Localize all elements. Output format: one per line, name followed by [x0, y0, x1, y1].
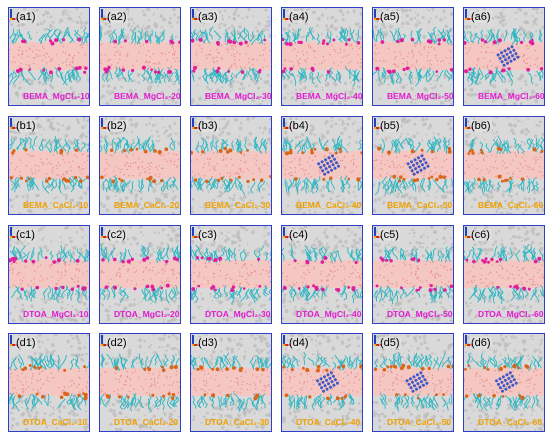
panel-caption: BEMA_MgCl₂-40 — [296, 91, 363, 101]
md-snapshot — [373, 226, 453, 323]
md-snapshot — [373, 117, 453, 214]
simulation-panel: (c2) DTOA_MgCl₂-20 — [99, 225, 181, 324]
panel-label: (d3) — [197, 337, 219, 349]
panel-label: (b4) — [288, 120, 310, 132]
panel-caption: BEMA_CaCl₂-10 — [23, 200, 89, 210]
simulation-panel: (d6) DTOA_CaCl₂-60 — [463, 333, 545, 432]
simulation-panel: (d2) DTOA_CaCl₂-20 — [99, 333, 181, 432]
md-snapshot — [191, 117, 271, 214]
md-snapshot — [282, 117, 362, 214]
panel-caption: DTOA_MgCl₂-30 — [205, 309, 271, 319]
panel-caption: BEMA_MgCl₂-10 — [23, 91, 90, 101]
md-snapshot — [464, 334, 544, 431]
simulation-panel: (b5) BEMA_CaCl₂-50 — [372, 116, 454, 215]
simulation-panel: (b1) BEMA_CaCl₂-10 — [8, 116, 90, 215]
simulation-panel: (b2) BEMA_CaCl₂-20 — [99, 116, 181, 215]
md-snapshot — [282, 8, 362, 105]
panel-label: (c5) — [379, 229, 400, 241]
panel-label: (a6) — [470, 11, 492, 23]
panel-label: (a4) — [288, 11, 310, 23]
panel-caption: DTOA_CaCl₂-30 — [205, 417, 270, 427]
md-snapshot — [100, 117, 180, 214]
md-snapshot — [373, 334, 453, 431]
md-snapshot — [464, 226, 544, 323]
panel-label: (b5) — [379, 120, 401, 132]
panel-caption: BEMA_MgCl₂-60 — [478, 91, 545, 101]
panel-label: (b1) — [15, 120, 37, 132]
simulation-panel: (c5) DTOA_MgCl₂-50 — [372, 225, 454, 324]
panel-label: (c1) — [15, 229, 36, 241]
panel-caption: BEMA_CaCl₂-30 — [205, 200, 271, 210]
simulation-panel: (a6) BEMA_MgCl₂-60 — [463, 7, 545, 106]
panel-label: (d5) — [379, 337, 401, 349]
panel-caption: DTOA_CaCl₂-20 — [114, 417, 179, 427]
panel-label: (c2) — [106, 229, 127, 241]
md-snapshot — [100, 226, 180, 323]
panel-caption: DTOA_CaCl₂-50 — [387, 417, 452, 427]
panel-label: (d4) — [288, 337, 310, 349]
md-snapshot — [100, 334, 180, 431]
md-snapshot — [9, 226, 89, 323]
md-snapshot — [9, 334, 89, 431]
simulation-panel: (b4) BEMA_CaCl₂-40 — [281, 116, 363, 215]
simulation-panel: (d5) DTOA_CaCl₂-50 — [372, 333, 454, 432]
panel-label: (b2) — [106, 120, 128, 132]
md-snapshot — [191, 8, 271, 105]
panel-label: (b3) — [197, 120, 219, 132]
simulation-panel: (a4) BEMA_MgCl₂-40 — [281, 7, 363, 106]
simulation-panel: (c4) DTOA_MgCl₂-40 — [281, 225, 363, 324]
simulation-panel: (a5) BEMA_MgCl₂-50 — [372, 7, 454, 106]
panel-caption: DTOA_MgCl₂-50 — [387, 309, 453, 319]
simulation-panel: (d1) DTOA_CaCl₂-10 — [8, 333, 90, 432]
simulation-panel: (d3) DTOA_CaCl₂-30 — [190, 333, 272, 432]
simulation-panel: (b3) BEMA_CaCl₂-30 — [190, 116, 272, 215]
panel-label: (a5) — [379, 11, 401, 23]
simulation-panel: (a2) BEMA_MgCl₂-20 — [99, 7, 181, 106]
simulation-panel: (c3) DTOA_MgCl₂-30 — [190, 225, 272, 324]
panel-caption: DTOA_CaCl₂-10 — [23, 417, 88, 427]
panel-label: (b6) — [470, 120, 492, 132]
simulation-panel: (d4) DTOA_CaCl₂-40 — [281, 333, 363, 432]
md-snapshot — [464, 8, 544, 105]
md-snapshot — [100, 8, 180, 105]
panel-caption: BEMA_MgCl₂-30 — [205, 91, 272, 101]
simulation-panel: (c1) DTOA_MgCl₂-10 — [8, 225, 90, 324]
simulation-panel: (b6) BEMA_CaCl₂-60 — [463, 116, 545, 215]
panel-label: (d2) — [106, 337, 128, 349]
md-snapshot — [464, 117, 544, 214]
panel-label: (a1) — [15, 11, 37, 23]
md-snapshot — [9, 117, 89, 214]
panel-label: (d6) — [470, 337, 492, 349]
panel-caption: BEMA_MgCl₂-20 — [114, 91, 181, 101]
md-snapshot — [191, 334, 271, 431]
panel-label: (c3) — [197, 229, 218, 241]
md-snapshot — [282, 334, 362, 431]
panel-caption: DTOA_MgCl₂-60 — [478, 309, 544, 319]
panel-caption: DTOA_MgCl₂-40 — [296, 309, 362, 319]
panel-caption: BEMA_CaCl₂-40 — [296, 200, 362, 210]
panel-caption: DTOA_MgCl₂-10 — [23, 309, 89, 319]
panel-label: (d1) — [15, 337, 37, 349]
simulation-panel: (a1) BEMA_MgCl₂-10 — [8, 7, 90, 106]
simulation-panel: (a3) BEMA_MgCl₂-30 — [190, 7, 272, 106]
md-snapshot — [282, 226, 362, 323]
md-snapshot — [9, 8, 89, 105]
panel-caption: BEMA_CaCl₂-60 — [478, 200, 544, 210]
panel-caption: BEMA_CaCl₂-50 — [387, 200, 453, 210]
panel-caption: DTOA_CaCl₂-40 — [296, 417, 361, 427]
panel-caption: DTOA_CaCl₂-60 — [478, 417, 543, 427]
panel-caption: BEMA_CaCl₂-20 — [114, 200, 180, 210]
panel-label: (c4) — [288, 229, 309, 241]
panel-label: (a2) — [106, 11, 128, 23]
panel-label: (a3) — [197, 11, 219, 23]
panel-caption: DTOA_MgCl₂-20 — [114, 309, 180, 319]
md-snapshot — [373, 8, 453, 105]
simulation-panel: (c6) DTOA_MgCl₂-60 — [463, 225, 545, 324]
panel-caption: BEMA_MgCl₂-50 — [387, 91, 454, 101]
panel-label: (c6) — [470, 229, 491, 241]
